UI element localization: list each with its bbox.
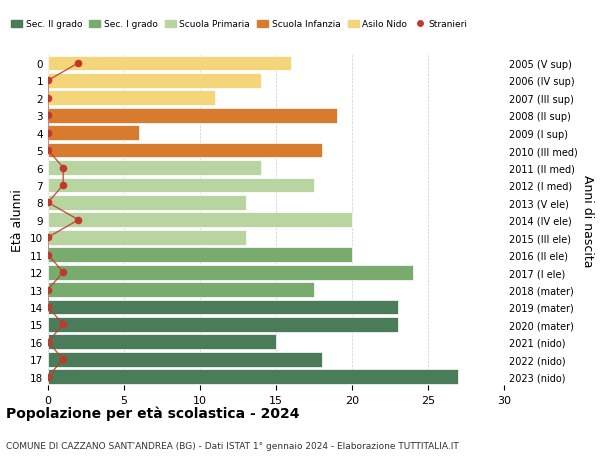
Text: COMUNE DI CAZZANO SANT'ANDREA (BG) - Dati ISTAT 1° gennaio 2024 - Elaborazione T: COMUNE DI CAZZANO SANT'ANDREA (BG) - Dat… — [6, 441, 459, 450]
Bar — [48, 196, 245, 210]
Point — [43, 112, 53, 120]
Point — [58, 321, 68, 328]
Bar — [48, 143, 322, 158]
Point — [74, 60, 83, 67]
Bar — [48, 91, 215, 106]
Point — [43, 338, 53, 346]
Bar — [48, 178, 314, 193]
Text: Popolazione per età scolastica - 2024: Popolazione per età scolastica - 2024 — [6, 405, 299, 420]
Bar — [48, 282, 314, 297]
Point — [58, 164, 68, 172]
Bar — [48, 56, 291, 71]
Bar — [48, 126, 139, 141]
Y-axis label: Età alunni: Età alunni — [11, 189, 25, 252]
Point — [43, 286, 53, 294]
Point — [74, 217, 83, 224]
Point — [43, 373, 53, 381]
Bar — [48, 74, 261, 89]
Point — [58, 269, 68, 276]
Point — [43, 252, 53, 259]
Bar — [48, 265, 413, 280]
Point — [43, 234, 53, 241]
Y-axis label: Anni di nascita: Anni di nascita — [581, 174, 594, 267]
Point — [43, 130, 53, 137]
Bar — [48, 352, 322, 367]
Point — [43, 78, 53, 85]
Point — [43, 199, 53, 207]
Bar — [48, 230, 245, 245]
Bar — [48, 335, 276, 349]
Bar — [48, 109, 337, 123]
Bar — [48, 213, 352, 228]
Point — [58, 356, 68, 363]
Point — [58, 182, 68, 189]
Point — [43, 95, 53, 102]
Legend: Sec. II grado, Sec. I grado, Scuola Primaria, Scuola Infanzia, Asilo Nido, Stran: Sec. II grado, Sec. I grado, Scuola Prim… — [8, 17, 472, 33]
Bar — [48, 317, 398, 332]
Bar — [48, 369, 458, 384]
Bar — [48, 161, 261, 175]
Bar — [48, 300, 398, 315]
Point — [43, 303, 53, 311]
Bar — [48, 248, 352, 263]
Point — [43, 147, 53, 154]
